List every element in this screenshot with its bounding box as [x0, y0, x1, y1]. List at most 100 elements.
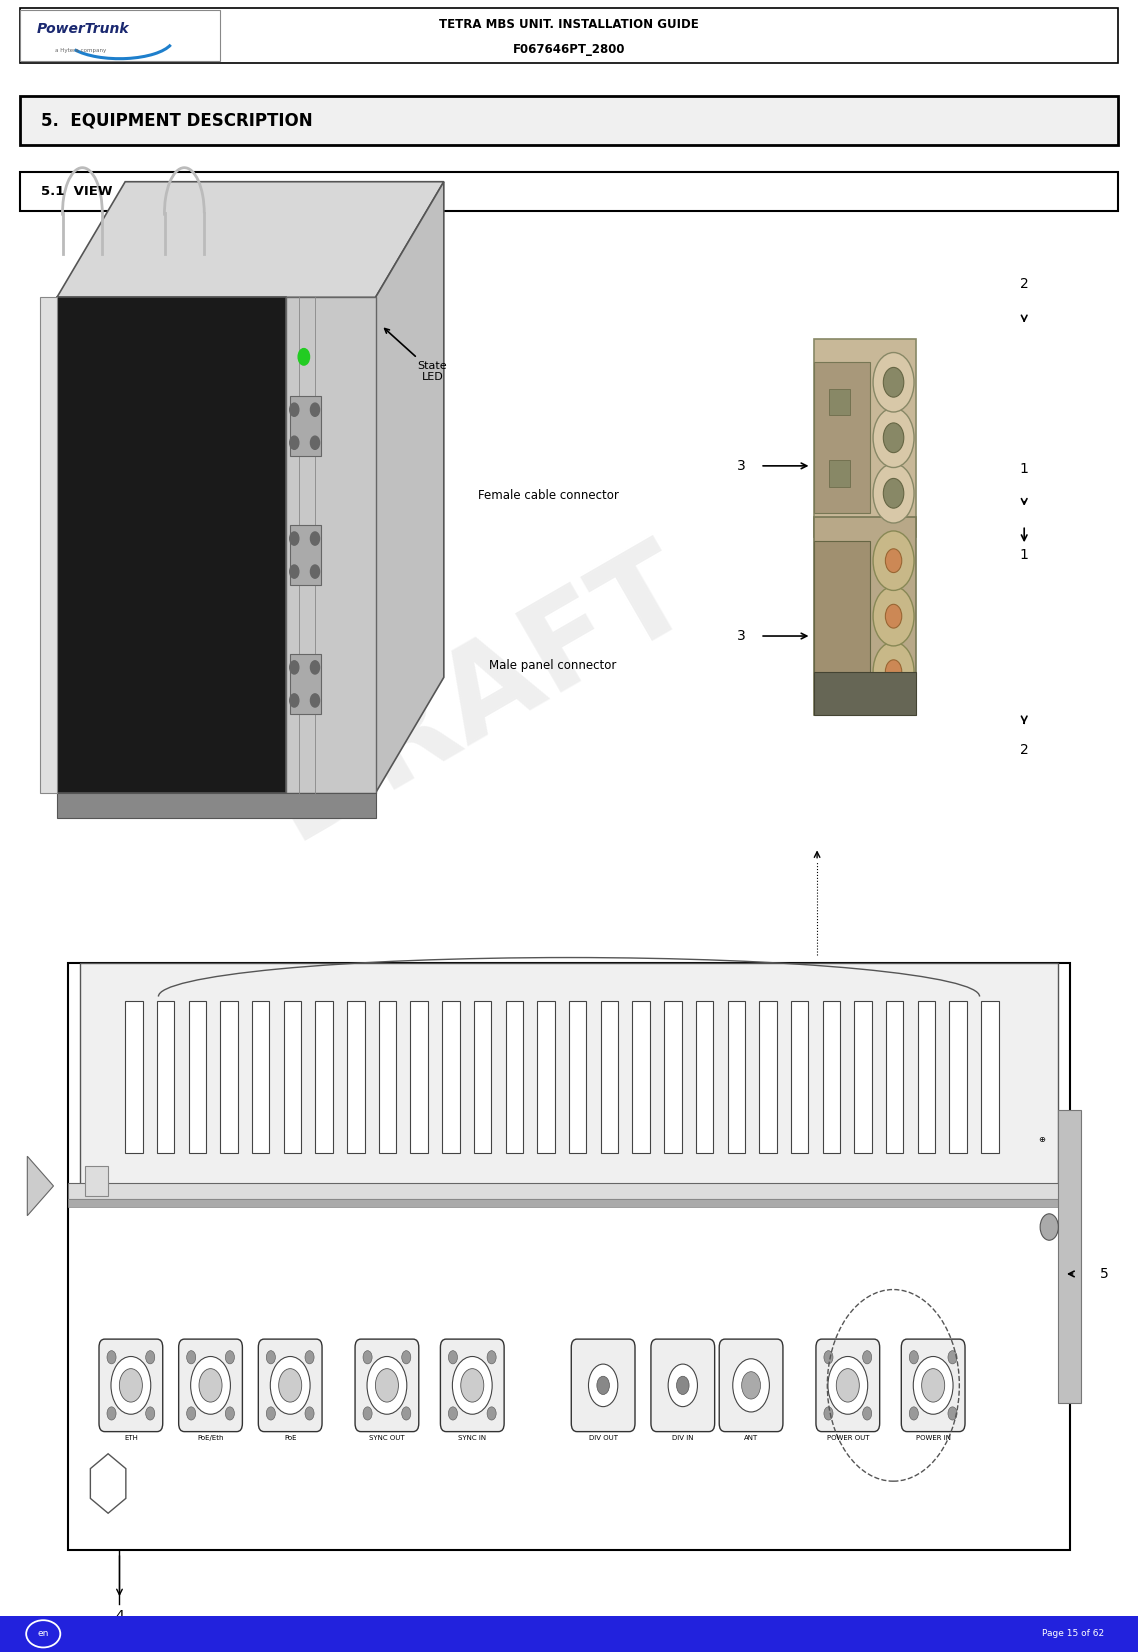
FancyBboxPatch shape — [901, 1340, 965, 1432]
Text: SYNC OUT: SYNC OUT — [369, 1436, 405, 1441]
FancyBboxPatch shape — [719, 1340, 783, 1432]
Circle shape — [588, 1365, 618, 1406]
Bar — [814, 517, 916, 715]
Circle shape — [909, 1408, 918, 1421]
Circle shape — [1040, 1214, 1058, 1241]
Bar — [633, 1001, 650, 1153]
Circle shape — [676, 1376, 690, 1394]
Text: DIV IN: DIV IN — [673, 1436, 693, 1441]
Bar — [887, 1001, 904, 1153]
Circle shape — [824, 1351, 833, 1365]
Text: 1: 1 — [1020, 463, 1029, 476]
Bar — [727, 1001, 745, 1153]
Polygon shape — [57, 182, 444, 297]
Text: Male panel connector: Male panel connector — [489, 659, 617, 672]
Circle shape — [883, 479, 904, 509]
Circle shape — [873, 530, 914, 590]
Text: SYNC IN: SYNC IN — [459, 1436, 486, 1441]
Circle shape — [107, 1351, 116, 1365]
Bar — [473, 1001, 492, 1153]
Circle shape — [873, 643, 914, 702]
Circle shape — [873, 586, 914, 646]
Text: 1: 1 — [1020, 548, 1029, 562]
FancyBboxPatch shape — [355, 1340, 419, 1432]
Circle shape — [305, 1351, 314, 1365]
Text: 5: 5 — [1099, 1267, 1108, 1280]
FancyBboxPatch shape — [258, 1340, 322, 1432]
Bar — [189, 1001, 206, 1153]
Text: 5.1  VIEW: 5.1 VIEW — [41, 185, 113, 198]
Circle shape — [363, 1351, 372, 1365]
Text: DIV OUT: DIV OUT — [588, 1436, 618, 1441]
Circle shape — [873, 408, 914, 468]
Bar — [287, 297, 376, 793]
Circle shape — [368, 1356, 406, 1414]
Bar — [157, 1001, 174, 1153]
Bar — [347, 1001, 364, 1153]
Circle shape — [187, 1408, 196, 1421]
Circle shape — [733, 1358, 769, 1412]
Circle shape — [453, 1356, 492, 1414]
Bar — [68, 963, 1070, 1550]
Bar — [20, 10, 220, 61]
Bar — [289, 396, 321, 456]
Circle shape — [298, 349, 310, 365]
Bar — [601, 1001, 618, 1153]
Bar — [814, 672, 916, 715]
Bar — [40, 297, 57, 793]
FancyBboxPatch shape — [179, 1340, 242, 1432]
Text: POWER OUT: POWER OUT — [826, 1436, 869, 1441]
Circle shape — [271, 1356, 310, 1414]
Bar — [283, 1001, 302, 1153]
Bar — [85, 1166, 108, 1196]
Circle shape — [596, 1376, 610, 1394]
Circle shape — [290, 661, 299, 674]
Polygon shape — [27, 1156, 53, 1216]
Circle shape — [402, 1408, 411, 1421]
Bar — [57, 297, 287, 793]
Circle shape — [909, 1351, 918, 1365]
Circle shape — [187, 1351, 196, 1365]
Bar — [855, 1001, 872, 1153]
Circle shape — [885, 548, 901, 573]
Circle shape — [948, 1408, 957, 1421]
Circle shape — [863, 1351, 872, 1365]
FancyBboxPatch shape — [571, 1340, 635, 1432]
Circle shape — [824, 1408, 833, 1421]
Circle shape — [311, 532, 320, 545]
Text: TETRA MBS UNIT. INSTALLATION GUIDE: TETRA MBS UNIT. INSTALLATION GUIDE — [439, 18, 699, 31]
Circle shape — [311, 403, 320, 416]
Bar — [1058, 1110, 1081, 1403]
Text: 2: 2 — [1020, 278, 1029, 291]
Bar — [814, 540, 869, 692]
Bar — [949, 1001, 967, 1153]
FancyBboxPatch shape — [440, 1340, 504, 1432]
Circle shape — [873, 464, 914, 524]
Circle shape — [146, 1408, 155, 1421]
Polygon shape — [376, 182, 444, 793]
Circle shape — [290, 436, 299, 449]
Text: 5.  EQUIPMENT DESCRIPTION: 5. EQUIPMENT DESCRIPTION — [41, 112, 313, 129]
FancyBboxPatch shape — [816, 1340, 880, 1432]
Circle shape — [279, 1368, 302, 1403]
Bar — [80, 963, 1058, 1186]
Circle shape — [742, 1371, 760, 1399]
Bar — [315, 1001, 332, 1153]
Bar — [823, 1001, 840, 1153]
Text: PowerTrunk: PowerTrunk — [36, 21, 129, 36]
Circle shape — [119, 1368, 142, 1403]
Text: Female cable connector: Female cable connector — [478, 489, 619, 502]
Circle shape — [885, 659, 901, 684]
Circle shape — [448, 1408, 457, 1421]
Text: 2: 2 — [1020, 743, 1029, 757]
Circle shape — [885, 605, 901, 628]
Circle shape — [487, 1351, 496, 1365]
Circle shape — [311, 565, 320, 578]
Bar — [828, 388, 849, 415]
Bar — [20, 96, 1118, 145]
Bar — [917, 1001, 935, 1153]
Circle shape — [112, 1356, 150, 1414]
Bar — [814, 339, 916, 537]
Bar — [759, 1001, 776, 1153]
Circle shape — [448, 1351, 457, 1365]
